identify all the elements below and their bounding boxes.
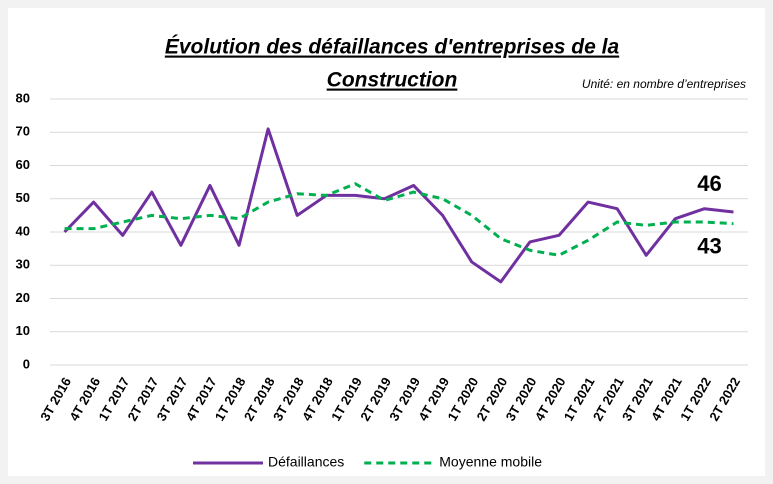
chart-title: Construction <box>327 69 458 92</box>
legend-label: Moyenne mobile <box>439 454 542 470</box>
annotation: 43 <box>697 234 721 259</box>
y-tick-label: 70 <box>16 124 30 139</box>
chart-subtitle: Unité: en nombre d’entreprises <box>582 77 746 91</box>
y-tick-label: 60 <box>16 157 30 172</box>
legend-label: Défaillances <box>268 454 344 470</box>
y-tick-label: 0 <box>23 356 30 371</box>
series-line <box>64 182 734 257</box>
y-tick-label: 80 <box>16 90 30 105</box>
y-tick-label: 10 <box>16 323 30 338</box>
chart-title: Évolution des défaillances d'entreprises… <box>165 36 620 59</box>
y-tick-label: 50 <box>16 190 30 205</box>
y-tick-label: 20 <box>16 290 30 305</box>
annotation: 46 <box>697 171 721 196</box>
series-line <box>63 127 734 284</box>
y-tick-label: 40 <box>16 223 30 238</box>
y-tick-label: 30 <box>16 257 30 272</box>
